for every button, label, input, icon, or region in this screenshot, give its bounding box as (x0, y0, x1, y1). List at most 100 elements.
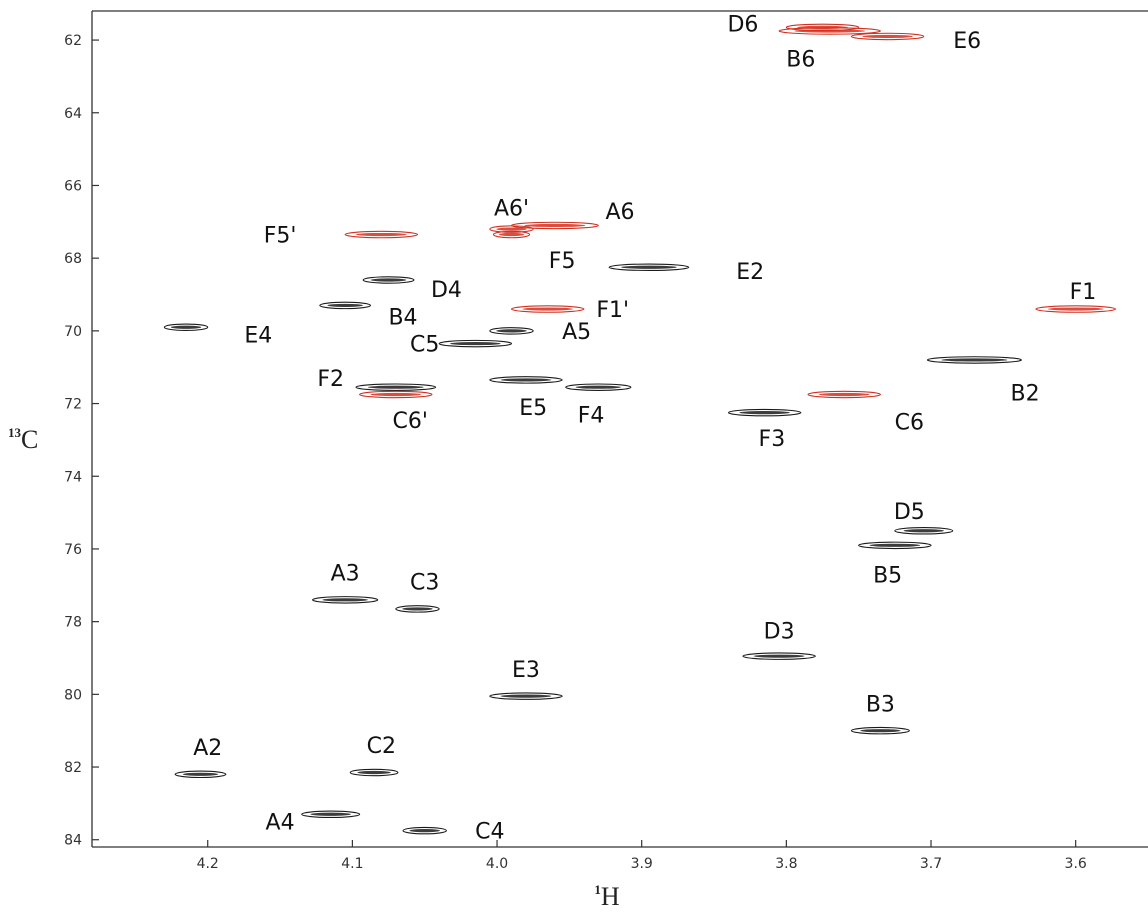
peak-label: A2 (193, 736, 222, 761)
peak-label: A3 (331, 562, 360, 587)
peak-label: B5 (873, 563, 902, 588)
peak-contour-outer (785, 23, 860, 32)
peak-c6 (807, 390, 881, 399)
peak-d5 (894, 527, 954, 535)
peak-b4 (319, 301, 372, 310)
peak-contour-outer (492, 230, 531, 239)
peak-contour-inner (409, 829, 440, 833)
peak-contour-inner (524, 223, 586, 228)
marks-layer (163, 23, 1117, 835)
peak-contour-inner (621, 265, 677, 269)
peak-e5 (489, 376, 563, 384)
peak-c4 (402, 826, 447, 835)
y-axis-label-sup: 13 (8, 425, 22, 440)
peak-contour-inner (327, 303, 363, 308)
peak-contour-outer (163, 323, 209, 331)
peak-d4 (362, 276, 415, 284)
x-tick-label: 4.2 (197, 856, 219, 872)
peak-contour-outer (438, 339, 513, 348)
peak-contour-outer (489, 327, 534, 335)
peak-f4 (565, 383, 632, 391)
x-tick-label: 3.8 (775, 856, 797, 872)
x-tick-label: 3.6 (1065, 856, 1087, 872)
peak-contour-inner (903, 529, 945, 533)
peak-contour-inner (322, 598, 368, 602)
peak-f2 (355, 383, 437, 391)
peak-a4 (301, 810, 361, 819)
x-tick-label: 3.7 (920, 856, 942, 872)
peak-c6p (359, 390, 433, 399)
y-tick-label: 78 (64, 615, 82, 631)
peak-contour-inner (356, 232, 407, 237)
peak-label: B4 (388, 305, 417, 330)
peak-contour-outer (395, 605, 440, 613)
peak-label: C4 (475, 820, 504, 845)
peak-contour-outer (510, 305, 585, 313)
peak-label: F5 (549, 249, 576, 274)
peak-e3 (489, 692, 563, 700)
axes-layer: 62 64 66 68 70 72 74 76 78 80 82 84 4.2 4.1 4.0 3.9 3.8 3… (64, 10, 1148, 872)
peak-label: E3 (512, 658, 540, 683)
peak-contour-inner (753, 654, 805, 658)
peak-label: A4 (266, 811, 295, 836)
peak-c3 (395, 605, 440, 613)
peak-contour-inner (498, 232, 525, 237)
peak-contour-inner (739, 411, 790, 415)
peak-label: F3 (759, 427, 786, 452)
y-tick-label: 66 (64, 178, 82, 194)
peak-contour-outer (489, 376, 563, 384)
peak-c2 (349, 768, 399, 777)
peak-contour-outer (349, 768, 399, 777)
peak-f5 (492, 230, 531, 239)
peak-contour-inner (367, 385, 424, 389)
x-axis-label-main: H (601, 882, 620, 911)
peak-label: D4 (431, 278, 462, 303)
peak-contour-outer (344, 230, 419, 239)
peak-label: F5' (264, 224, 297, 249)
x-tick-label: 3.9 (631, 856, 653, 872)
peak-label: F1 (1070, 280, 1097, 305)
peak-contour-outer (926, 356, 1022, 364)
y-tick-label: 76 (64, 542, 82, 558)
peak-e4 (163, 323, 209, 331)
peak-label: B3 (866, 692, 895, 717)
peak-contour-inner (357, 770, 391, 775)
peak-f1p (510, 305, 585, 313)
peak-contour-inner (1047, 307, 1104, 311)
peak-contour-outer (489, 225, 534, 233)
peak-a2 (174, 770, 227, 779)
y-tick-label: 70 (64, 324, 82, 340)
labels-layer: D6 B6 E6 A6' A6 F5' F5 E2 D4 B4 E4 F1'A5 C5 F2 C6' E5 F4… (193, 13, 1096, 845)
peak-contour-outer (608, 263, 690, 272)
peak-label: D5 (894, 500, 925, 525)
peak-contour-outer (312, 596, 379, 604)
peak-contour-inner (860, 729, 901, 733)
peak-contour-inner (450, 341, 501, 346)
peak-label: E2 (736, 260, 764, 285)
x-tick-label: 4.1 (341, 856, 363, 872)
peak-label: F4 (578, 403, 605, 428)
peak-f5p (344, 230, 419, 239)
peak-contour-outer (807, 390, 881, 399)
x-tick-label: 4.0 (486, 856, 508, 872)
peak-d6 (785, 23, 860, 32)
peak-contour-inner (500, 378, 552, 382)
peak-contour-inner (941, 358, 1008, 362)
peak-contour-outer (850, 726, 910, 735)
y-tick-label: 68 (64, 251, 82, 267)
y-tick-label: 84 (64, 833, 82, 849)
peak-contour-outer (359, 390, 433, 399)
peak-label: A6' (494, 196, 529, 221)
peak-d3 (742, 652, 816, 660)
peak-contour-outer (319, 301, 372, 310)
peak-contour-inner (370, 278, 407, 282)
peak-c5 (438, 339, 513, 348)
y-tick-label: 72 (64, 397, 82, 413)
peak-a6p (489, 225, 534, 233)
peak-label: C6' (393, 409, 428, 434)
peak-label: B2 (1010, 382, 1039, 407)
peak-label: C3 (410, 571, 439, 596)
y-axis-label: 13C (8, 425, 38, 454)
